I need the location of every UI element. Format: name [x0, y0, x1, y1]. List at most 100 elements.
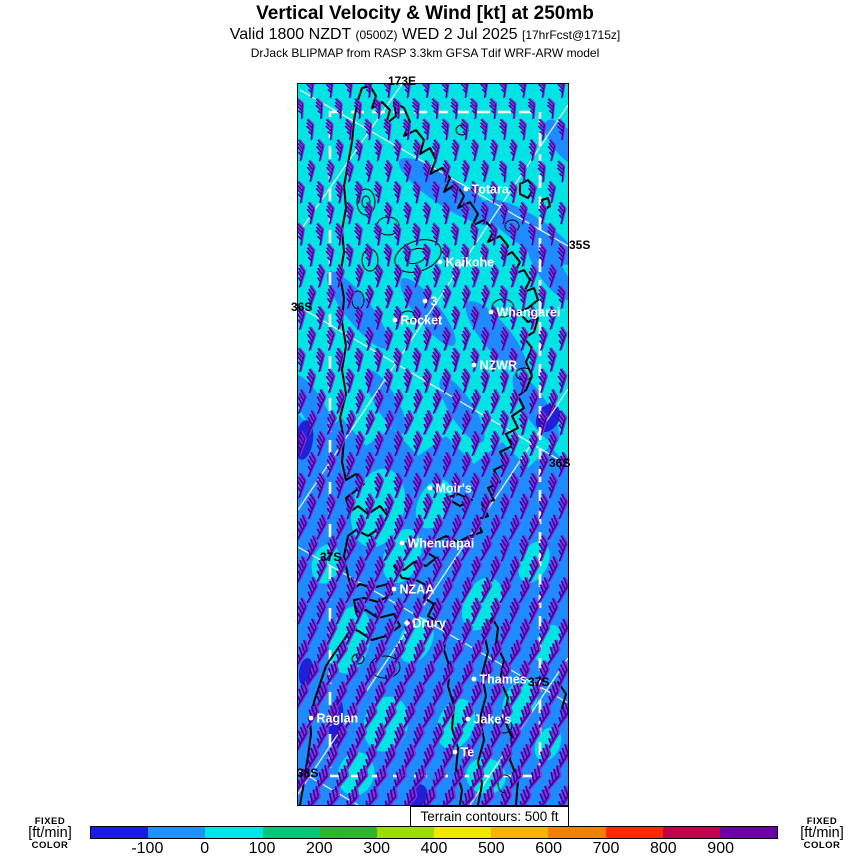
wind-barb-icon	[539, 326, 549, 351]
wind-barb-icon	[393, 472, 403, 499]
wind-barb-icon	[538, 743, 552, 772]
wind-barb-icon	[424, 409, 434, 435]
wind-barb-icon	[307, 201, 316, 224]
wind-barb-icon	[363, 743, 376, 772]
wind-barb-icon	[470, 139, 479, 162]
wind-barb-icon	[461, 660, 475, 687]
wind-barb-icon	[306, 84, 314, 99]
wind-barb-icon	[422, 160, 431, 183]
wind-barb-icon	[460, 84, 469, 99]
wind-barb-icon	[413, 180, 422, 203]
wind-barb-icon	[557, 160, 566, 182]
wind-barb-icon	[452, 305, 461, 330]
wind-barb-icon	[364, 327, 374, 351]
wind-barb-icon	[365, 368, 375, 393]
scale-color-label: COLOR	[31, 840, 69, 851]
wind-barb-icon	[472, 263, 481, 288]
wind-barb-icon	[480, 84, 488, 99]
wind-barb-icon	[400, 786, 416, 805]
wind-barb-icon	[559, 534, 568, 562]
wind-barb-icon	[392, 765, 408, 793]
wind-barb-icon	[334, 681, 347, 709]
wind-barb-icon	[385, 451, 395, 477]
wind-barb-icon	[393, 306, 402, 330]
wind-barb-icon	[462, 535, 474, 561]
wind-barb-icon	[298, 97, 305, 119]
wind-barb-icon	[539, 618, 551, 646]
wind-barb-icon	[557, 202, 566, 225]
wind-barb-icon	[518, 368, 528, 394]
wind-barb-icon	[530, 597, 540, 625]
wind-barb-icon	[527, 347, 537, 373]
color-scale-segment	[91, 827, 149, 838]
wind-barb-icon	[385, 493, 395, 520]
wind-barb-icon	[424, 284, 433, 309]
wind-barb-icon	[422, 702, 436, 730]
wind-barb-icon	[307, 159, 316, 182]
wind-barb-icon	[528, 681, 542, 709]
wind-barb-icon	[403, 618, 414, 646]
wind-barb-icon	[355, 305, 365, 330]
wind-barb-icon	[298, 138, 306, 161]
wind-barb-icon	[372, 681, 385, 709]
wind-barb-icon	[490, 389, 500, 414]
wind-barb-icon	[556, 160, 565, 183]
wind-barb-icon	[403, 118, 412, 140]
wind-barb-icon	[558, 284, 567, 309]
wind-barb-icon	[431, 597, 442, 625]
station: Totara	[463, 182, 510, 196]
wind-barb-icon	[433, 430, 443, 456]
wind-barb-icon	[528, 97, 536, 119]
wind-barb-icon	[393, 97, 401, 119]
wind-barb-icon	[489, 472, 499, 499]
wind-barb-icon	[365, 410, 375, 435]
wind-barb-icon	[314, 681, 327, 709]
wind-barb-icon	[391, 639, 405, 667]
wind-barb-icon	[433, 305, 442, 330]
wind-barb-icon	[421, 786, 437, 805]
wind-barb-icon	[334, 639, 347, 667]
wind-barb-icon	[432, 431, 441, 457]
wind-barb-icon	[517, 743, 531, 772]
wind-barb-icon	[345, 743, 359, 772]
wind-barb-icon	[477, 786, 494, 805]
wind-barb-icon	[374, 264, 383, 288]
wind-barb-icon	[373, 223, 382, 246]
wind-barb-icon	[460, 368, 470, 394]
wind-barb-icon	[373, 472, 383, 499]
wind-barb-icon	[413, 138, 422, 161]
wind-barb-icon	[383, 618, 395, 646]
wind-barb-icon	[316, 97, 324, 119]
wind-barb-icon	[450, 348, 460, 373]
wind-barb-icon	[364, 618, 375, 646]
wind-barb-icon	[423, 576, 435, 604]
wind-barb-icon	[557, 660, 568, 688]
wind-barb-icon	[431, 223, 439, 246]
wind-barb-icon	[422, 84, 430, 99]
wind-barb-icon	[315, 181, 324, 204]
wind-barb-icon	[354, 431, 364, 457]
wind-barb-icon	[381, 786, 397, 805]
wind-barb-icon	[440, 786, 457, 805]
wind-barb-icon	[314, 639, 328, 667]
wind-barb-icon	[519, 785, 532, 805]
wind-barb-icon	[374, 347, 384, 372]
wind-barb-icon	[393, 639, 407, 667]
wind-barb-icon	[442, 201, 451, 224]
wind-barb-icon	[390, 765, 406, 793]
wind-barb-icon	[442, 368, 452, 393]
wind-barb-icon	[404, 618, 416, 646]
wind-barb-icon	[499, 410, 508, 436]
wind-barb-icon	[490, 97, 498, 119]
wind-barb-icon	[412, 97, 420, 119]
wind-barb-icon	[316, 431, 326, 457]
wind-barb-icon	[298, 139, 305, 162]
wind-barb-icon	[384, 84, 392, 98]
wind-barb-icon	[500, 576, 512, 604]
wind-barb-icon	[347, 409, 357, 435]
wind-barb-icon	[385, 326, 394, 351]
wind-barb-icon	[344, 535, 356, 562]
wind-barb-icon	[538, 368, 547, 394]
wind-barb-icon	[298, 98, 304, 120]
wind-barb-icon	[528, 472, 538, 499]
